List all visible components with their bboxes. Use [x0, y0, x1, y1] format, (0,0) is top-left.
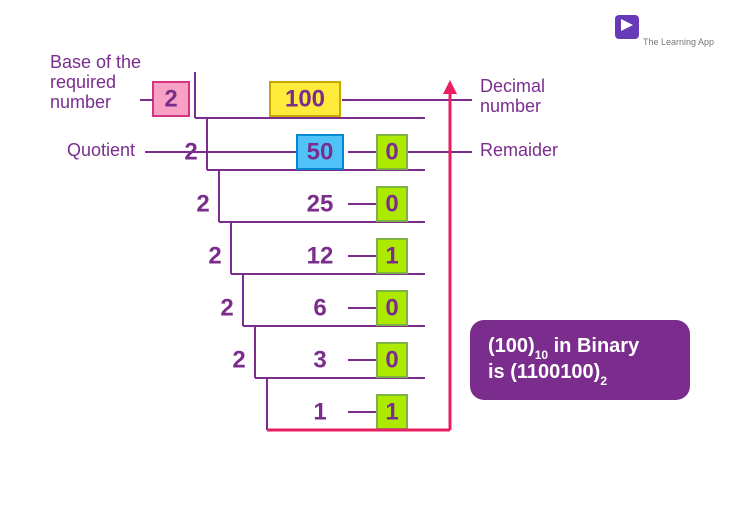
base-label: required — [50, 72, 116, 92]
divisor: 2 — [208, 243, 221, 270]
quotient-value: 12 — [307, 243, 334, 270]
base-label: number — [50, 92, 111, 112]
divisor: 2 — [196, 191, 209, 218]
result-box — [470, 320, 690, 400]
binary-conversion-diagram: BYJU'SThe Learning App210025002250212126… — [0, 0, 750, 520]
quotient-value: 3 — [313, 347, 326, 374]
remainder-value: 0 — [385, 295, 398, 322]
quotient-value: 25 — [307, 191, 334, 218]
divisor: 2 — [232, 347, 245, 374]
svg-text:The Learning App: The Learning App — [643, 37, 714, 47]
svg-text:BYJU'S: BYJU'S — [643, 20, 700, 37]
decimal-value: 100 — [285, 86, 325, 113]
quotient-label: Quotient — [67, 140, 135, 160]
quotient-value: 1 — [313, 399, 326, 426]
brand-logo: BYJU'SThe Learning App — [615, 15, 714, 47]
remainder-value: 1 — [385, 399, 398, 426]
remainder-value: 0 — [385, 191, 398, 218]
divisor: 2 — [220, 295, 233, 322]
remainder-value: 0 — [385, 347, 398, 374]
base-value: 2 — [164, 86, 177, 113]
arrow-head-icon — [443, 80, 457, 94]
quotient-value: 6 — [313, 295, 326, 322]
decimal-label: Decimal — [480, 76, 545, 96]
quotient-value: 50 — [307, 139, 334, 166]
decimal-label: number — [480, 96, 541, 116]
base-label: Base of the — [50, 52, 141, 72]
remainder-label: Remaider — [480, 140, 558, 160]
remainder-value: 0 — [385, 139, 398, 166]
remainder-value: 1 — [385, 243, 398, 270]
